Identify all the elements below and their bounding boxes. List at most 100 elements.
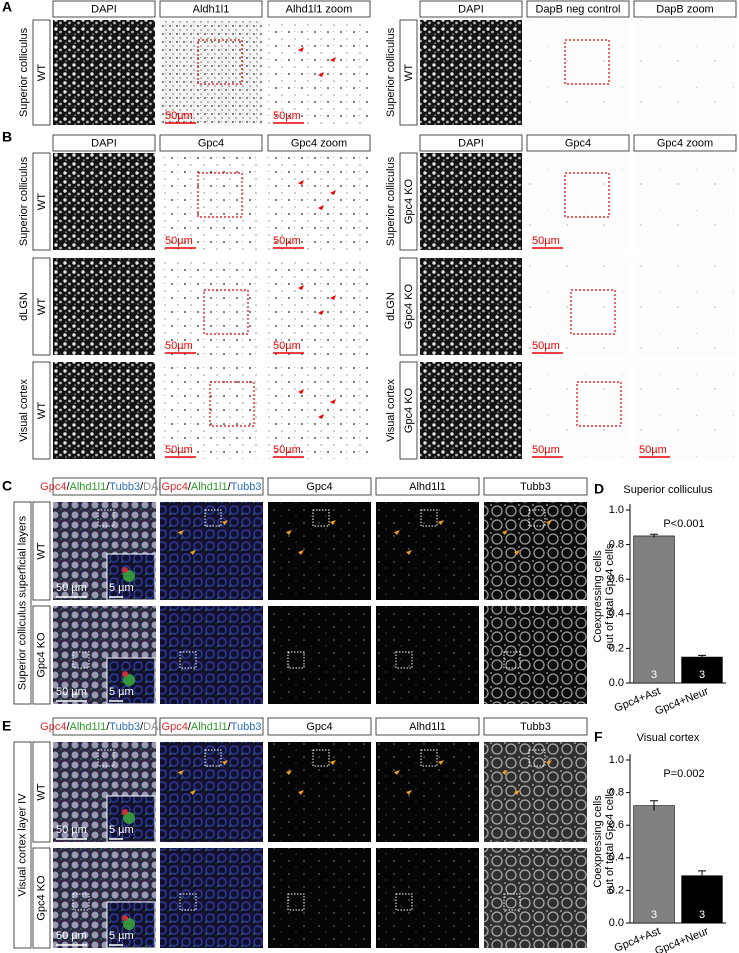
header-part: Tubb3 — [109, 721, 140, 733]
zoom-region-box — [503, 651, 521, 669]
region-box — [13, 741, 32, 949]
scale-bar-label: 50µm — [165, 235, 193, 247]
column-header — [52, 477, 157, 496]
tubb3-bright — [484, 848, 587, 948]
column-header-text: Gpc4 zoom — [291, 137, 347, 149]
region-box — [13, 501, 32, 705]
micrograph — [634, 362, 736, 459]
micrograph — [160, 362, 262, 459]
arrowhead — [394, 770, 400, 775]
zoom-region-box — [395, 651, 413, 669]
y-tick-label: 0.2 — [609, 884, 624, 896]
column-header-text: Alhd1l1 — [409, 721, 446, 733]
header-part: Tubb3 — [520, 481, 551, 493]
arrowhead — [318, 414, 324, 419]
micrograph — [484, 742, 587, 842]
arrowhead — [318, 72, 324, 77]
arrowhead — [298, 285, 304, 290]
bar — [633, 535, 675, 684]
arrowhead — [502, 770, 508, 775]
inset-scale-label: 5 µm — [109, 824, 134, 836]
zoom-region-box — [197, 39, 243, 85]
zoom-region-box — [503, 893, 521, 911]
p-value: P=0.002 — [663, 768, 704, 780]
genotype-label: WT — [35, 542, 47, 559]
genotype-label: Gpc4 KO — [35, 632, 47, 678]
y-axis-label: out of total Gpc4 cells — [604, 543, 616, 649]
zoom-region-box — [204, 509, 222, 527]
header-part: / — [106, 481, 110, 493]
genotype-label: Gpc4 KO — [35, 875, 47, 921]
region-label: Visual cortex — [385, 379, 397, 442]
zoom-region-box — [97, 509, 115, 527]
micrograph — [634, 153, 736, 250]
column-header — [159, 134, 263, 152]
scale-bar-label: 50 µm — [56, 686, 87, 698]
header-part: Alhd1l1 — [409, 481, 446, 493]
column-header-text: Gpc4/Alhd1l1/Tubb3 — [162, 481, 262, 493]
region-label: Superior colliculus superficial layers — [16, 515, 28, 690]
header-part: Alhd1l1 — [70, 721, 107, 733]
inset-signal — [122, 671, 128, 677]
y-tick-label: 0.2 — [609, 642, 624, 654]
micrograph — [160, 20, 262, 125]
header-part: Tubb3 — [231, 721, 262, 733]
micrograph — [268, 502, 371, 600]
micrograph — [160, 606, 263, 704]
column-header-text: Gpc4 — [306, 721, 332, 733]
inset-signal — [122, 809, 128, 815]
y-tick-label: 1.0 — [609, 504, 624, 516]
header-part: Gpc4 — [306, 721, 332, 733]
zoom-region-box — [312, 509, 330, 527]
zoom-region-box — [179, 893, 197, 911]
scale-bar-label: 50 µm — [56, 582, 87, 594]
column-header-text: Tubb3 — [520, 721, 551, 733]
zoom-region-box — [72, 651, 90, 669]
y-tick-label: 0.8 — [609, 787, 624, 799]
zoom-region-box — [576, 381, 622, 427]
header-part: Tubb3 — [109, 481, 140, 493]
n-label: 3 — [651, 669, 657, 681]
tubb3-bright — [484, 742, 587, 842]
region-label: Superior colliculus — [18, 27, 30, 117]
micrograph — [376, 502, 479, 600]
micrograph — [376, 606, 479, 704]
genotype-label: WT — [36, 193, 48, 210]
genotype-box — [399, 19, 418, 126]
micrograph — [160, 742, 263, 842]
arrowhead — [222, 520, 228, 525]
panel-letter: B — [2, 129, 12, 145]
header-part: Alhd1l1 — [191, 721, 228, 733]
genotype-box — [32, 361, 51, 460]
header-part: / — [66, 721, 70, 733]
arrowhead — [190, 550, 196, 555]
arrowhead — [298, 47, 304, 52]
zoom-region-box — [570, 289, 616, 335]
genotype-label: Gpc4 KO — [403, 178, 415, 224]
column-header — [375, 717, 480, 736]
arrowhead — [222, 760, 228, 765]
zoom-region-box — [528, 509, 546, 527]
arrowhead — [178, 770, 184, 775]
zoom-region-box — [197, 172, 243, 218]
header-part: / — [106, 721, 110, 733]
zoom-region-box — [204, 749, 222, 767]
genotype-box — [32, 605, 51, 705]
micrograph — [53, 362, 155, 459]
y-tick-label: 0.8 — [609, 539, 624, 551]
header-part: Tubb3 — [520, 721, 551, 733]
y-axis-label: Coexpressing cells — [592, 550, 604, 643]
scale-bar-label: 50µm — [639, 444, 667, 456]
micrograph — [484, 502, 587, 600]
zoom-region-box — [564, 172, 610, 218]
scale-bar-label: 50 µm — [56, 930, 87, 942]
arrowhead — [330, 190, 336, 195]
zoom-region-box — [420, 749, 438, 767]
arrowhead — [546, 760, 552, 765]
arrowhead — [330, 520, 336, 525]
column-header-text: Gpc4 zoom — [657, 137, 713, 149]
column-header-text: Alhd1l1 — [409, 481, 446, 493]
arrowhead — [190, 790, 196, 795]
micrograph — [420, 258, 522, 355]
scale-bar-label: 50 µm — [56, 824, 87, 836]
